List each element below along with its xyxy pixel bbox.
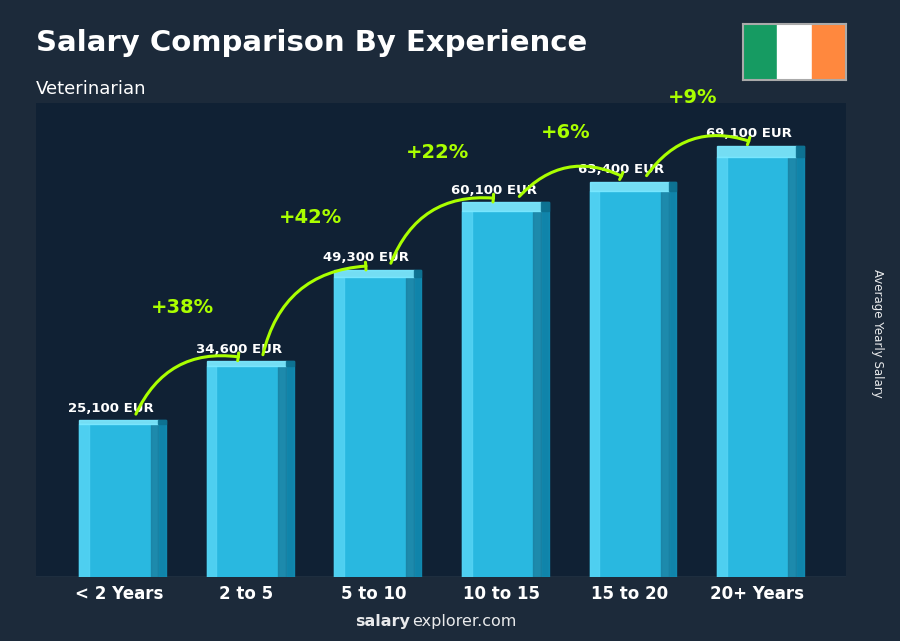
Polygon shape [796,146,804,156]
Text: 34,600 EUR: 34,600 EUR [195,342,282,356]
Bar [533,212,541,577]
Bar [742,24,777,80]
Bar [590,192,599,577]
Bar [278,367,286,577]
Polygon shape [541,203,549,212]
Bar [717,156,726,577]
Bar [777,24,812,80]
Polygon shape [414,270,421,577]
Text: explorer.com: explorer.com [412,615,517,629]
Bar [462,212,541,577]
Polygon shape [158,420,166,577]
Bar [335,270,414,277]
Bar [717,156,796,577]
Polygon shape [414,270,421,277]
Text: 63,400 EUR: 63,400 EUR [578,163,664,176]
Bar [788,156,796,577]
Bar [462,203,541,212]
Bar [661,192,669,577]
Bar [590,181,669,192]
Text: +22%: +22% [406,142,470,162]
Text: 69,100 EUR: 69,100 EUR [706,128,792,140]
Bar [462,212,472,577]
Polygon shape [541,203,549,577]
Bar [590,192,669,577]
Polygon shape [286,362,293,367]
Text: Average Yearly Salary: Average Yearly Salary [871,269,884,397]
Polygon shape [286,362,293,577]
Bar [335,277,344,577]
Bar [150,424,158,577]
Text: +38%: +38% [151,297,214,317]
Text: 49,300 EUR: 49,300 EUR [323,251,410,264]
Bar [335,277,414,577]
Bar [717,146,796,156]
Bar [207,367,286,577]
Bar [79,420,158,424]
Text: 25,100 EUR: 25,100 EUR [68,402,154,415]
Text: Salary Comparison By Experience: Salary Comparison By Experience [36,29,587,57]
Bar [207,362,286,367]
Bar [207,367,216,577]
Bar [812,24,846,80]
Polygon shape [669,181,676,577]
Bar [406,277,414,577]
Text: salary: salary [355,615,410,629]
Text: Veterinarian: Veterinarian [36,80,147,98]
Text: +6%: +6% [541,122,590,142]
Bar [79,424,89,577]
Text: 60,100 EUR: 60,100 EUR [451,183,536,197]
Polygon shape [158,420,166,424]
Polygon shape [796,146,804,577]
Text: +42%: +42% [279,208,342,228]
Polygon shape [669,181,676,192]
Text: +9%: +9% [668,88,717,107]
Bar [79,424,158,577]
